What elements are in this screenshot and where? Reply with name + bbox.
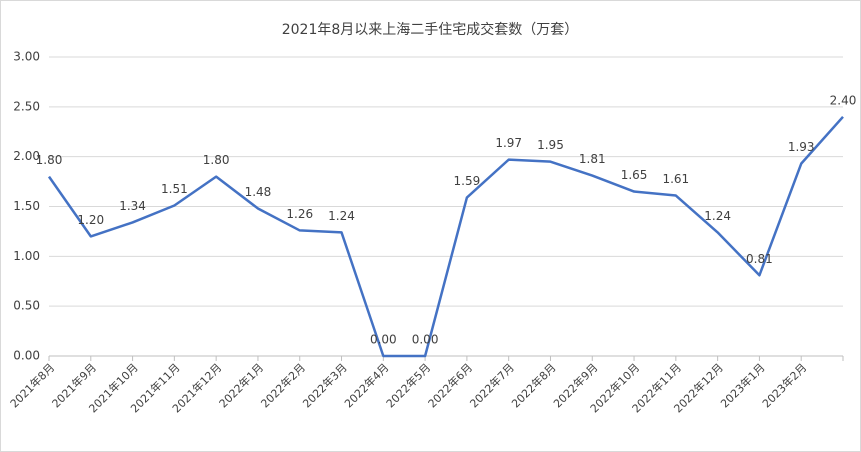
data-label: 0.00 bbox=[412, 333, 439, 347]
y-tick-label: 2.00 bbox=[13, 149, 40, 163]
data-label: 1.48 bbox=[245, 185, 272, 199]
data-label: 1.65 bbox=[621, 168, 648, 182]
y-tick-label: 1.00 bbox=[13, 249, 40, 263]
chart-title: 2021年8月以来上海二手住宅成交套数（万套） bbox=[282, 21, 579, 38]
data-label: 1.95 bbox=[537, 138, 564, 152]
data-label: 1.24 bbox=[328, 209, 355, 223]
data-label: 2.40 bbox=[830, 93, 857, 107]
y-tick-label: 0.00 bbox=[13, 349, 40, 363]
y-tick-label: 1.50 bbox=[13, 199, 40, 213]
y-tick-label: 2.50 bbox=[13, 99, 40, 113]
y-tick-label: 3.00 bbox=[13, 50, 40, 64]
data-label: 1.26 bbox=[286, 207, 313, 221]
data-label: 1.80 bbox=[36, 153, 63, 167]
data-label: 1.59 bbox=[454, 174, 481, 188]
data-label: 1.34 bbox=[119, 199, 146, 213]
data-label: 1.24 bbox=[704, 209, 731, 223]
data-label: 1.81 bbox=[579, 152, 606, 166]
y-tick-label: 0.50 bbox=[13, 299, 40, 313]
data-label: 1.20 bbox=[77, 213, 104, 227]
data-label: 0.00 bbox=[370, 333, 397, 347]
data-label: 1.80 bbox=[203, 153, 230, 167]
data-label: 1.97 bbox=[495, 136, 522, 150]
data-label: 0.81 bbox=[746, 252, 773, 266]
data-label: 1.61 bbox=[662, 172, 689, 186]
data-label: 1.93 bbox=[788, 140, 815, 154]
data-label: 1.51 bbox=[161, 182, 188, 196]
line bbox=[47, 115, 844, 358]
